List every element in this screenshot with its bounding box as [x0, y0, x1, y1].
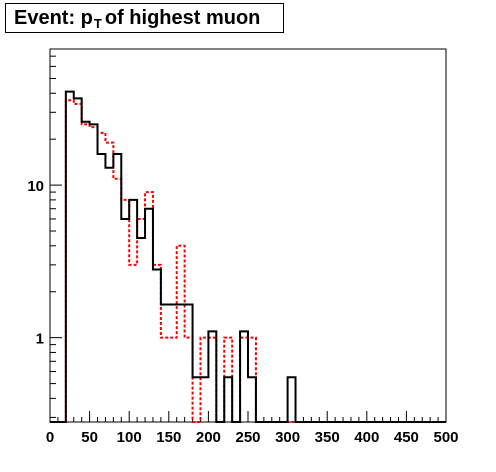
title-suffix: of highest muon [104, 7, 261, 29]
x-tick-label: 250 [235, 429, 260, 446]
x-tick-label: 500 [433, 429, 458, 446]
x-tick-label: 100 [117, 429, 142, 446]
y-axis-ticks: 1 10 [27, 55, 62, 418]
x-tick-label: 50 [81, 429, 98, 446]
y-tick-label: 1 [36, 331, 44, 348]
chart-title: Event: pT of highest muon [5, 3, 284, 33]
x-tick-label: 0 [46, 429, 54, 446]
x-tick-label: 400 [354, 429, 379, 446]
y-tick-label: 10 [27, 178, 44, 195]
x-tick-label: 450 [394, 429, 419, 446]
histogram-series-line [50, 99, 446, 423]
title-prefix: Event: p [14, 7, 93, 29]
x-tick-label: 150 [156, 429, 181, 446]
x-tick-label: 300 [275, 429, 300, 446]
histogram-series-line [50, 90, 446, 423]
series-layer [50, 90, 446, 423]
x-tick-label: 200 [196, 429, 221, 446]
x-tick-label: 350 [315, 429, 340, 446]
title-subscript: T [93, 16, 102, 31]
